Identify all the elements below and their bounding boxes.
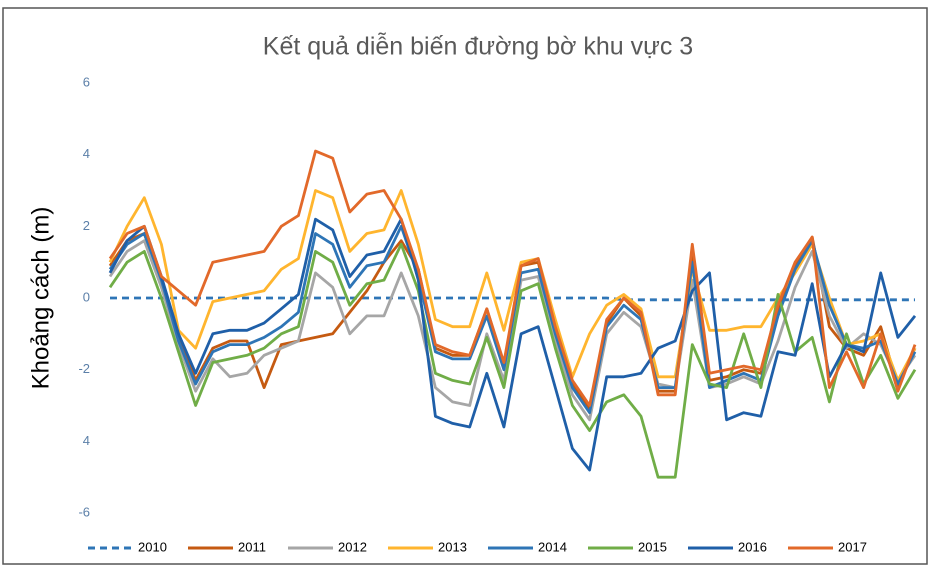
y-tick-label: 0 xyxy=(83,289,90,304)
series-line xyxy=(108,242,917,479)
series-line xyxy=(108,149,917,407)
y-tick-label: 2 xyxy=(83,218,90,233)
legend-label: 2015 xyxy=(638,539,667,554)
series-line xyxy=(108,189,917,382)
legend-label: 2016 xyxy=(738,539,767,554)
legend-label: 2014 xyxy=(538,539,567,554)
y-axis-label: Khoảng cách (m) xyxy=(27,207,54,390)
legend-label: 2012 xyxy=(338,539,367,554)
legend-label: 2017 xyxy=(838,539,867,554)
legend-label: 2011 xyxy=(238,539,266,554)
y-tick-label: 6 xyxy=(83,74,90,89)
series-line xyxy=(108,239,917,422)
legend-label: 2013 xyxy=(438,539,467,554)
chart-title: Kết quả diễn biến đường bờ khu vực 3 xyxy=(263,32,693,61)
legend-label: 2010 xyxy=(138,539,167,554)
y-tick-label: -2 xyxy=(78,361,90,376)
y-tick-label: 4 xyxy=(83,146,90,161)
y-tick-label: 4 xyxy=(83,433,90,448)
y-tick-label: -6 xyxy=(78,504,90,519)
series-line xyxy=(108,217,917,472)
